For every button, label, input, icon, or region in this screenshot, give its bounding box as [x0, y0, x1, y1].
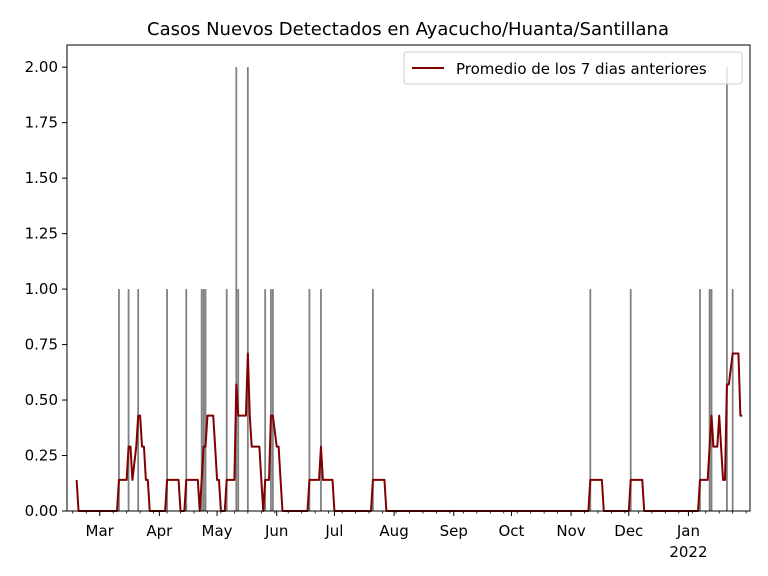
x-axis: Mar Apr May Jun Jul Aug Sep Oct Nov Dec Jan 2022 [72, 511, 747, 561]
case-bar [225, 289, 228, 511]
legend-label: Promedio de los 7 dias anteriores [456, 60, 707, 78]
case-bar [708, 289, 711, 511]
case-bar [308, 289, 311, 511]
y-tick-label: 2.00 [25, 58, 58, 76]
x-tick-label: Apr [146, 522, 173, 540]
x-tick-label: Nov [556, 522, 585, 540]
case-bar [204, 289, 207, 511]
case-bar [127, 289, 130, 511]
case-bar [137, 289, 140, 511]
y-axis: 0.00 0.25 0.50 0.75 1.00 1.25 1.50 1.75 2.00 [25, 58, 67, 520]
case-bar [118, 289, 120, 511]
case-bar [271, 289, 274, 511]
case-bar [200, 289, 203, 511]
legend: Promedio de los 7 dias anteriores [403, 51, 743, 85]
case-bar [320, 289, 322, 511]
case-bar [589, 289, 592, 511]
y-tick-label: 0.50 [25, 391, 58, 409]
y-tick-label: 1.75 [25, 114, 58, 132]
chart-title: Casos Nuevos Detectados en Ayacucho/Huan… [147, 19, 669, 40]
case-bar [202, 289, 205, 511]
plot-frame [66, 44, 751, 512]
x-tick-sublabel: 2022 [669, 543, 707, 561]
case-bar [246, 67, 249, 511]
x-tick-label: Dec [614, 522, 643, 540]
case-bar [270, 289, 272, 511]
x-tick-label: Mar [86, 522, 115, 540]
case-bar [264, 289, 267, 511]
average-line [75, 352, 743, 512]
case-bar [699, 289, 701, 511]
case-bar [731, 289, 734, 511]
case-bar [372, 289, 374, 511]
case-bars [118, 67, 734, 511]
y-tick-label: 1.00 [25, 280, 58, 298]
x-tick-label: May [202, 522, 233, 540]
x-tick-label: Jul [324, 522, 343, 540]
case-bar [710, 289, 713, 511]
y-tick-label: 0.00 [25, 502, 58, 520]
x-tick-label: Jun [264, 522, 288, 540]
case-bar [235, 67, 238, 511]
average-line-layer [75, 352, 743, 512]
case-bar [629, 289, 632, 511]
x-tick-label: Jan [676, 522, 700, 540]
x-tick-label: Oct [498, 522, 524, 540]
y-tick-label: 1.50 [25, 169, 58, 187]
x-tick-label: Aug [379, 522, 408, 540]
case-bar [726, 67, 728, 511]
legend-box [403, 51, 743, 85]
x-tick-label: Sep [440, 522, 468, 540]
y-tick-label: 0.25 [25, 447, 58, 465]
y-tick-label: 1.25 [25, 225, 58, 243]
case-bar [166, 289, 168, 511]
case-bar [185, 289, 188, 511]
y-tick-label: 0.75 [25, 336, 58, 354]
